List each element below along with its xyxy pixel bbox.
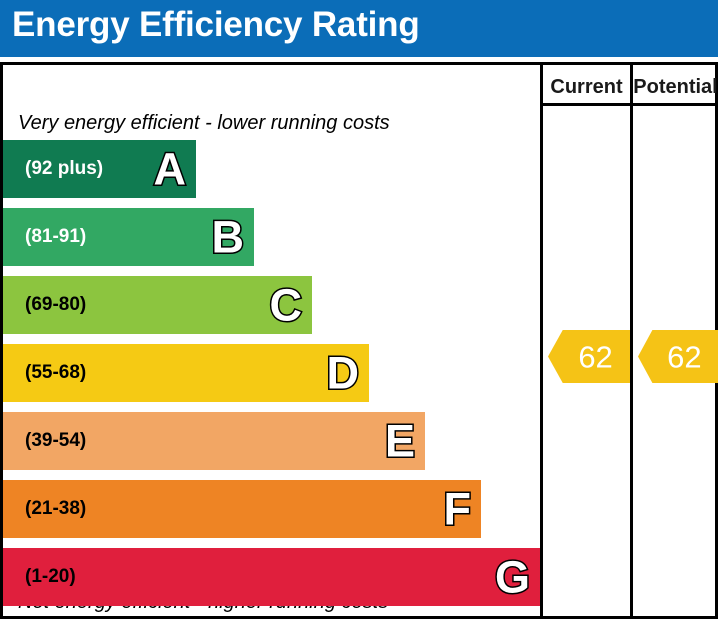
band-letter-e: E <box>383 415 416 467</box>
rating-table: Current Potential Very energy efficient … <box>0 62 718 619</box>
band-letter-b: B <box>210 211 245 263</box>
band-range-label: (21-38) <box>25 498 87 519</box>
band-e: (39-54) E <box>3 412 425 470</box>
band-letter-g: G <box>493 551 531 603</box>
band-c: (69-80) C <box>3 276 312 334</box>
potential-rating-arrow: 62 <box>638 330 718 383</box>
band-range-label: (1-20) <box>25 566 76 587</box>
potential-column-divider <box>630 65 633 616</box>
band-range-label: (55-68) <box>25 362 87 383</box>
current-rating-arrow-value: 62 <box>578 339 613 374</box>
band-letter-d: D <box>325 347 360 399</box>
current-column-divider <box>540 65 543 616</box>
caption-efficient: Very energy efficient - lower running co… <box>18 112 390 134</box>
band-range-label: (92 plus) <box>25 158 104 179</box>
band-range-label: (81-91) <box>25 226 87 247</box>
band-b: (81-91) B <box>3 208 254 266</box>
band-a: (92 plus) A <box>3 140 196 198</box>
band-letter-c: C <box>268 279 303 331</box>
band-letter-f: F <box>442 483 472 535</box>
band-d: (55-68) D <box>3 344 369 402</box>
band-range-label: (39-54) <box>25 430 87 451</box>
band-g: (1-20) G <box>3 548 540 606</box>
potential-rating-arrow-value: 62 <box>667 339 702 374</box>
band-letter-a: A <box>152 143 187 195</box>
band-f: (21-38) F <box>3 480 481 538</box>
potential-column-header: Potential <box>633 76 718 98</box>
title-bar: Energy Efficiency Rating <box>0 0 718 57</box>
page-title: Energy Efficiency Rating <box>12 5 420 44</box>
current-rating-arrow: 62 <box>548 330 630 383</box>
current-column-header: Current <box>550 76 623 98</box>
band-range-label: (69-80) <box>25 294 87 315</box>
column-header-rule <box>540 103 718 106</box>
